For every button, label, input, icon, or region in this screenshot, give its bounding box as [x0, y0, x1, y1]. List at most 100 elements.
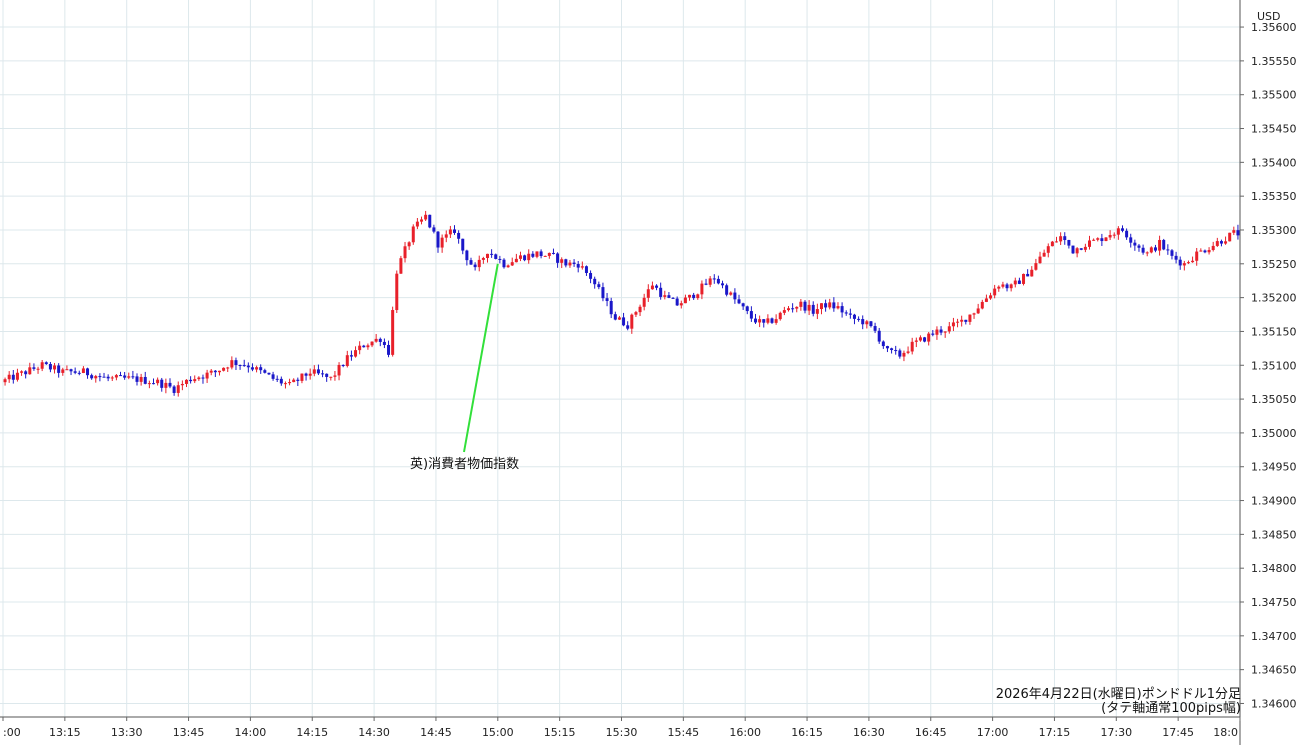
- candles: [3, 210, 1240, 397]
- chart-caption-line1: 2026年4月22日(水曜日)ポンドドル1分足: [996, 687, 1241, 702]
- candle-body: [774, 319, 778, 323]
- candle-body: [898, 350, 902, 357]
- candle-body: [20, 371, 24, 373]
- candle-body: [811, 304, 815, 314]
- candle-body: [758, 319, 762, 323]
- candle-body: [168, 382, 172, 387]
- candle-body: [69, 369, 73, 372]
- candle-body: [469, 260, 473, 265]
- candle-body: [663, 295, 667, 297]
- candle-body: [679, 303, 683, 306]
- candle-body: [485, 253, 489, 259]
- candle-body: [279, 378, 283, 384]
- candle-body: [852, 314, 856, 319]
- candle-body: [197, 377, 201, 380]
- candle-body: [292, 379, 296, 383]
- y-tick-label: 1.34900: [1251, 495, 1297, 508]
- currency-label: USD: [1257, 10, 1281, 23]
- candle-body: [1087, 240, 1091, 247]
- candle-body: [73, 371, 77, 373]
- candle-body: [502, 259, 506, 268]
- candle-body: [675, 298, 679, 306]
- candle-body: [110, 377, 114, 379]
- y-tick-label: 1.35400: [1251, 156, 1297, 169]
- candle-body: [477, 259, 481, 268]
- candle-body: [436, 231, 440, 248]
- candle-body: [24, 371, 28, 375]
- candle-body: [836, 306, 840, 309]
- x-tick-label: 13:15: [49, 726, 81, 739]
- candle-body: [1059, 236, 1063, 242]
- candle-body: [119, 375, 123, 377]
- candle-body: [506, 265, 510, 268]
- candle-body: [234, 360, 238, 366]
- y-tick-label: 1.34650: [1251, 664, 1297, 677]
- candle-body: [535, 251, 539, 257]
- candle-body: [90, 375, 94, 379]
- candle-body: [48, 364, 52, 370]
- candle-body: [815, 309, 819, 314]
- candle-body: [370, 341, 374, 346]
- candle-body: [1141, 247, 1145, 253]
- candle-body: [951, 322, 955, 327]
- candle-body: [1042, 252, 1046, 257]
- candle-body: [968, 314, 972, 322]
- candle-body: [943, 331, 947, 333]
- candle-body: [885, 346, 889, 349]
- candle-body: [890, 348, 894, 351]
- candle-body: [568, 262, 572, 266]
- candle-body: [1125, 230, 1129, 238]
- candle-body: [626, 325, 630, 329]
- candle-body: [424, 214, 428, 220]
- candle-body: [1096, 238, 1100, 240]
- candle-body: [1030, 269, 1034, 277]
- candle-body: [964, 319, 968, 322]
- candle-body: [40, 362, 44, 369]
- candle-body: [580, 266, 584, 268]
- candle-body: [382, 341, 386, 345]
- candle-body: [1149, 247, 1153, 253]
- candle-body: [15, 372, 19, 380]
- candle-body: [848, 313, 852, 315]
- y-tick-label: 1.35600: [1251, 21, 1297, 34]
- candle-body: [721, 283, 725, 286]
- candle-body: [914, 340, 918, 342]
- candle-body: [358, 345, 362, 351]
- y-tick-label: 1.35300: [1251, 224, 1297, 237]
- candle-body: [498, 258, 502, 260]
- candle-body: [1038, 256, 1042, 264]
- y-tick-label: 1.35150: [1251, 325, 1297, 338]
- candle-body: [213, 370, 217, 373]
- candle-body: [255, 367, 259, 370]
- candle-body: [1055, 241, 1059, 243]
- candle-body: [1079, 248, 1083, 250]
- candle-body: [1067, 240, 1071, 246]
- candle-body: [164, 382, 168, 388]
- candle-body: [737, 299, 741, 304]
- candle-body: [729, 292, 733, 295]
- candle-body: [881, 341, 885, 347]
- candle-body: [378, 338, 382, 342]
- candle-body: [539, 251, 543, 257]
- candle-body: [131, 376, 135, 378]
- candle-body: [609, 301, 613, 315]
- x-tick-label: 15:00: [482, 726, 514, 739]
- candle-body: [3, 379, 7, 383]
- candle-body: [135, 376, 139, 382]
- candle-body: [786, 308, 790, 311]
- candle-body: [32, 367, 36, 369]
- x-tick-label: 17:30: [1100, 726, 1132, 739]
- candle-body: [189, 379, 193, 382]
- candle-body: [980, 301, 984, 309]
- candle-body: [1075, 248, 1079, 254]
- candle-body: [655, 285, 659, 288]
- y-tick-label: 1.35050: [1251, 393, 1297, 406]
- candle-body: [316, 369, 320, 374]
- candle-body: [993, 288, 997, 296]
- candle-body: [1219, 241, 1223, 244]
- candle-body: [601, 287, 605, 299]
- candle-body: [593, 278, 597, 285]
- candle-body: [597, 284, 601, 288]
- candle-body: [1158, 239, 1162, 251]
- candle-body: [630, 314, 634, 329]
